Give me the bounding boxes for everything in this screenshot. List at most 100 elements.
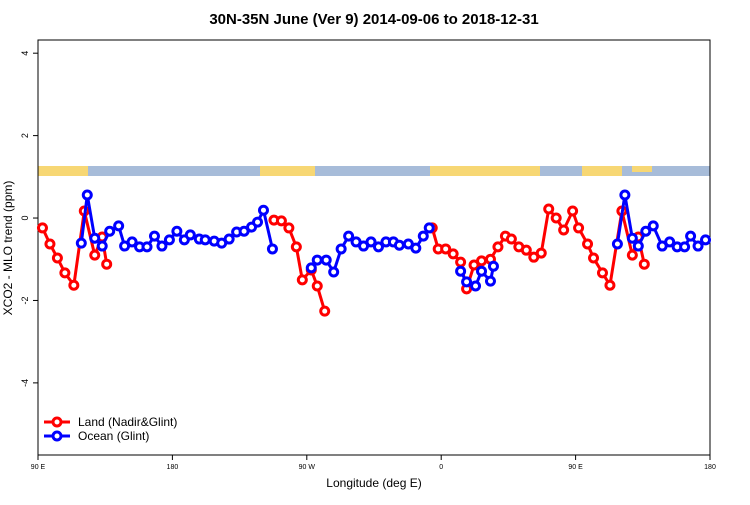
- y-tick-label: 4: [20, 51, 30, 56]
- point: [632, 240, 644, 252]
- point: [328, 266, 340, 278]
- point: [604, 279, 616, 291]
- point: [184, 229, 196, 241]
- chart-title: 30N-35N June (Ver 9) 2014-09-06 to 2018-…: [209, 11, 538, 28]
- point: [476, 255, 488, 267]
- point: [89, 232, 101, 244]
- x-tick-label: 90 E: [568, 464, 583, 471]
- point: [319, 305, 331, 317]
- point: [455, 265, 467, 277]
- point: [505, 233, 517, 245]
- point: [148, 230, 160, 242]
- point: [320, 254, 332, 266]
- point: [104, 225, 116, 237]
- point: [156, 240, 168, 252]
- series-line: [41, 205, 646, 312]
- point: [455, 256, 467, 268]
- point: [311, 280, 323, 292]
- point: [596, 267, 608, 279]
- point: [89, 249, 101, 261]
- point: [550, 212, 562, 224]
- point: [588, 252, 600, 264]
- point: [476, 265, 488, 277]
- point: [171, 225, 183, 237]
- point: [283, 222, 295, 234]
- point: [582, 238, 594, 250]
- point: [311, 254, 323, 266]
- point: [611, 238, 623, 250]
- x-tick-label: 0: [439, 464, 443, 471]
- legend-label: Land (Nadir&Glint): [78, 415, 177, 429]
- point: [626, 249, 638, 261]
- point: [692, 240, 704, 252]
- point: [290, 241, 302, 253]
- point: [59, 267, 71, 279]
- point: [372, 241, 384, 253]
- x-tick-label: 180: [167, 464, 179, 471]
- y-tick-label: 2: [20, 133, 30, 138]
- point: [638, 258, 650, 270]
- map-strip: [38, 166, 710, 176]
- point: [410, 242, 422, 254]
- point: [36, 222, 48, 234]
- point: [647, 220, 659, 232]
- point: [417, 230, 429, 242]
- point: [685, 230, 697, 242]
- point: [664, 236, 676, 248]
- point: [447, 248, 459, 260]
- x-tick-label: 90 E: [31, 464, 46, 471]
- y-tick-label: -4: [20, 379, 30, 387]
- point: [113, 220, 125, 232]
- point: [640, 225, 652, 237]
- y-axis-label: XCO2 - MLO trend (ppm): [1, 181, 15, 316]
- point: [141, 241, 153, 253]
- point: [68, 279, 80, 291]
- point: [257, 204, 269, 216]
- point: [275, 215, 287, 227]
- point: [626, 232, 638, 244]
- legend-label: Ocean (Glint): [78, 429, 149, 443]
- legend-swatch: [51, 430, 63, 442]
- point: [700, 234, 712, 246]
- point: [266, 243, 278, 255]
- point: [393, 239, 405, 251]
- point: [163, 234, 175, 246]
- point: [296, 274, 308, 286]
- point: [305, 262, 317, 274]
- point: [96, 240, 108, 252]
- point: [520, 244, 532, 256]
- x-tick-label: 90 W: [299, 464, 316, 471]
- point: [470, 280, 482, 292]
- point: [126, 236, 138, 248]
- point: [484, 275, 496, 287]
- x-tick-label: 180: [704, 464, 716, 471]
- point: [558, 224, 570, 236]
- point: [343, 230, 355, 242]
- point: [44, 238, 56, 250]
- point: [423, 222, 435, 234]
- point: [81, 189, 93, 201]
- plot-frame: [37, 39, 711, 456]
- point: [199, 234, 211, 246]
- point: [75, 237, 87, 249]
- point: [567, 205, 579, 217]
- point: [440, 243, 452, 255]
- point: [101, 258, 113, 270]
- point: [365, 236, 377, 248]
- point: [223, 233, 235, 245]
- point: [487, 260, 499, 272]
- point: [619, 189, 631, 201]
- point: [461, 276, 473, 288]
- y-tick-label: 0: [20, 216, 30, 221]
- point: [492, 241, 504, 253]
- point: [573, 222, 585, 234]
- x-axis-label: Longitude (deg E): [326, 476, 421, 490]
- legend-swatch: [51, 416, 63, 428]
- point: [535, 247, 547, 259]
- point: [335, 243, 347, 255]
- point: [543, 203, 555, 215]
- point: [679, 241, 691, 253]
- point: [51, 252, 63, 264]
- y-tick-label: -2: [20, 296, 30, 304]
